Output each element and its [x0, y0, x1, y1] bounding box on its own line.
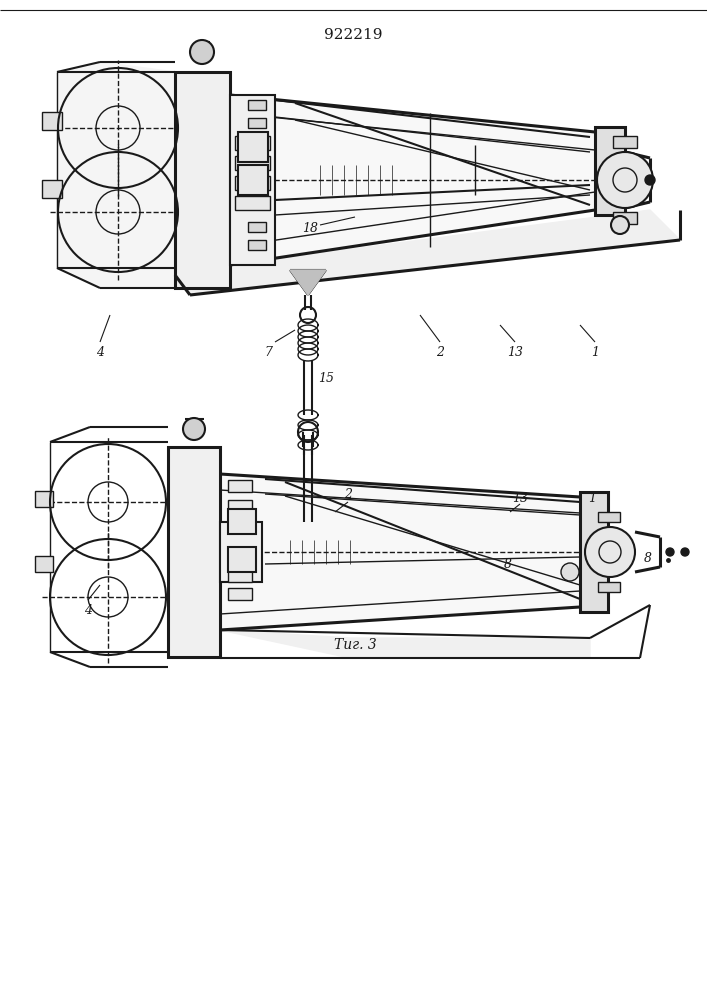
Text: 1: 1: [588, 491, 596, 504]
Text: 13: 13: [512, 491, 528, 504]
Polygon shape: [57, 62, 175, 288]
Bar: [598, 512, 620, 522]
Bar: [228, 547, 256, 572]
Polygon shape: [290, 270, 326, 295]
Bar: [235, 156, 270, 170]
Bar: [238, 165, 268, 195]
Text: 18: 18: [302, 222, 318, 234]
Bar: [228, 480, 252, 492]
Text: 2: 2: [344, 488, 352, 502]
Bar: [175, 72, 230, 288]
Text: 13: 13: [507, 346, 523, 359]
Bar: [248, 240, 266, 250]
Circle shape: [666, 548, 674, 556]
Circle shape: [183, 418, 205, 440]
Text: 7: 7: [264, 346, 272, 359]
Bar: [42, 180, 62, 198]
Text: 2: 2: [436, 346, 444, 359]
Circle shape: [681, 548, 689, 556]
Circle shape: [585, 527, 635, 577]
Circle shape: [645, 175, 655, 185]
Text: 1: 1: [591, 346, 599, 359]
Bar: [220, 522, 262, 582]
Circle shape: [561, 563, 579, 581]
Bar: [168, 447, 220, 657]
Circle shape: [190, 40, 214, 64]
Bar: [42, 112, 62, 130]
Polygon shape: [175, 210, 680, 295]
Bar: [235, 196, 270, 210]
Polygon shape: [220, 630, 590, 658]
Circle shape: [611, 216, 629, 234]
Text: 8: 8: [504, 558, 512, 572]
Bar: [35, 556, 53, 572]
Bar: [595, 127, 625, 215]
Text: Τиг. 3: Τиг. 3: [334, 638, 376, 652]
Text: 922219: 922219: [324, 28, 382, 42]
Bar: [230, 95, 275, 265]
Bar: [580, 492, 608, 612]
Circle shape: [597, 152, 653, 208]
Bar: [248, 100, 266, 110]
Bar: [248, 222, 266, 232]
Polygon shape: [230, 95, 595, 265]
Bar: [235, 136, 270, 150]
Bar: [613, 136, 637, 148]
Text: 15: 15: [318, 371, 334, 384]
Bar: [235, 176, 270, 190]
Bar: [228, 500, 252, 512]
Bar: [613, 212, 637, 224]
Bar: [228, 570, 252, 582]
Polygon shape: [220, 474, 580, 630]
Bar: [598, 582, 620, 592]
Text: 4: 4: [84, 603, 92, 616]
Bar: [248, 118, 266, 128]
Text: 8: 8: [644, 552, 652, 564]
Text: 4: 4: [96, 346, 104, 359]
Bar: [228, 588, 252, 600]
Bar: [238, 132, 268, 162]
Bar: [228, 509, 256, 534]
Bar: [35, 491, 53, 507]
